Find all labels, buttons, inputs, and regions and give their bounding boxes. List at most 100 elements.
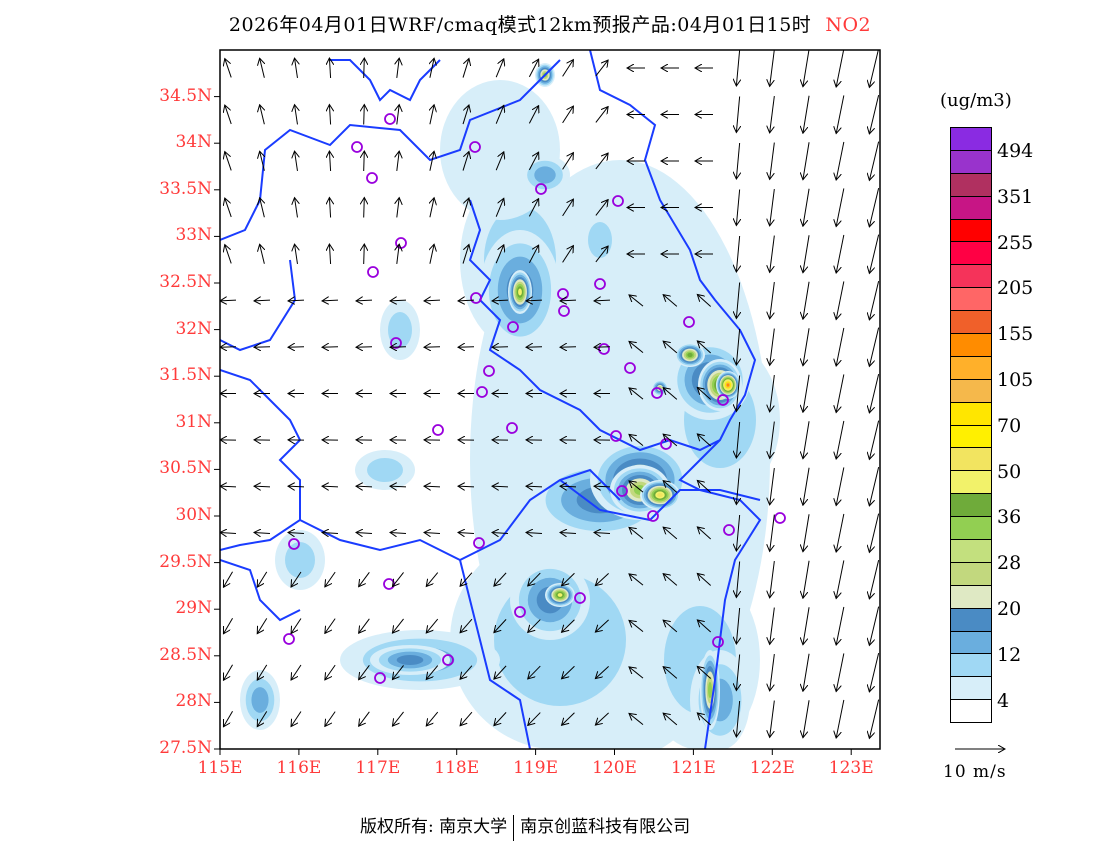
boundary-line [220, 369, 302, 551]
wind-arrow [595, 666, 609, 678]
wind-arrow [528, 106, 538, 124]
wind-arrow [390, 486, 407, 487]
wind-arrow [392, 618, 404, 633]
lat-label: 32N [175, 318, 212, 339]
wind-arrow [528, 619, 541, 633]
lat-label: 28N [175, 691, 212, 712]
wind-arrow [595, 200, 608, 216]
wind-arrow [595, 60, 608, 77]
station-marker [514, 606, 526, 618]
wind-arrow [397, 105, 399, 125]
wind-arrow [803, 235, 810, 272]
concentration-contour [251, 687, 269, 713]
wind-arrow [736, 700, 739, 737]
station-marker [395, 237, 407, 249]
station-marker [384, 113, 396, 125]
wind-arrow [836, 327, 845, 366]
wind-arrow [291, 711, 302, 726]
wind-arrow [736, 142, 739, 179]
color-bar-label: 351 [997, 185, 1034, 208]
wind-arrow [495, 105, 504, 124]
wind-arrow [223, 664, 233, 681]
wind-arrow [594, 300, 611, 301]
wind-arrow [528, 199, 538, 217]
color-bar-swatch [951, 219, 991, 243]
wind-arrow [288, 300, 305, 301]
lat-label: 34N [175, 132, 212, 153]
wind-arrow [770, 654, 775, 691]
wind-arrow [260, 105, 265, 125]
wind-arrow [770, 700, 775, 738]
boundary-line [220, 559, 301, 622]
wind-arrow [364, 58, 365, 79]
monitoring-stations [283, 113, 786, 684]
boundary-line [330, 59, 441, 102]
wind-arrow [736, 50, 739, 86]
concentration-contour [518, 288, 522, 296]
wind-arrow [869, 327, 880, 367]
wind-arrow [663, 574, 678, 586]
wind-arrow [629, 341, 644, 354]
wind-arrow [803, 328, 810, 365]
wind-arrow [254, 486, 271, 487]
lat-label: 33N [175, 225, 212, 246]
station-marker [470, 292, 482, 304]
wind-arrow [430, 198, 434, 218]
wind-arrow [803, 95, 810, 133]
wind-arrow [736, 654, 739, 691]
wind-arrow [257, 664, 268, 680]
wind-arrow [595, 153, 608, 170]
color-bar-label: 28 [997, 552, 1022, 575]
lat-label: 29N [175, 598, 212, 619]
wind-arrow [697, 434, 712, 447]
lat-label: 32.5N [159, 272, 212, 292]
wind-arrow [257, 571, 268, 587]
wind-arrow [595, 246, 608, 263]
wind-arrow [770, 468, 775, 505]
wind-arrow [663, 295, 678, 307]
title-species: NO2 [825, 14, 872, 36]
wind-arrow [494, 619, 507, 632]
wind-arrow [392, 572, 404, 586]
wind-arrow [359, 618, 370, 633]
wind-arrow [359, 711, 370, 726]
wind-arrow [426, 711, 439, 726]
wind-arrow [397, 244, 399, 264]
wind-arrow [291, 664, 302, 680]
wind-arrow [803, 142, 810, 179]
color-bar-swatch [951, 196, 991, 220]
color-bar-swatch [951, 700, 991, 723]
wind-arrow [869, 95, 880, 134]
wind-arrow [325, 618, 336, 634]
station-marker [774, 512, 786, 524]
concentration-contour [708, 682, 712, 698]
wind-arrow [869, 560, 880, 599]
wind-arrow [322, 532, 339, 533]
wind-arrow [770, 421, 775, 459]
wind-arrow [836, 50, 845, 87]
station-marker [283, 633, 295, 645]
wind-arrow [836, 141, 845, 180]
wind-arrow [736, 96, 739, 133]
wind-arrow [562, 572, 575, 586]
wind-arrow [736, 282, 739, 319]
wind-arrow [836, 374, 845, 412]
lat-label: 27.5N [159, 738, 212, 758]
wind-arrow [595, 573, 609, 585]
color-bar-swatch [951, 677, 991, 701]
wind-arrow [629, 667, 644, 679]
station-marker [723, 524, 735, 536]
color-bar-swatch [951, 494, 991, 518]
color-bar-swatch [951, 288, 991, 312]
station-marker [612, 195, 624, 207]
wind-arrow [260, 58, 265, 78]
color-bar-label: 105 [997, 368, 1034, 391]
color-bar-swatch [951, 654, 991, 678]
wind-arrow [397, 58, 399, 78]
color-bar-swatch [951, 311, 991, 335]
wind-arrow [260, 198, 265, 218]
color-bar-swatch [951, 334, 991, 357]
wind-arrow [295, 198, 298, 218]
concentration-contour [557, 593, 563, 597]
station-marker [483, 365, 495, 377]
